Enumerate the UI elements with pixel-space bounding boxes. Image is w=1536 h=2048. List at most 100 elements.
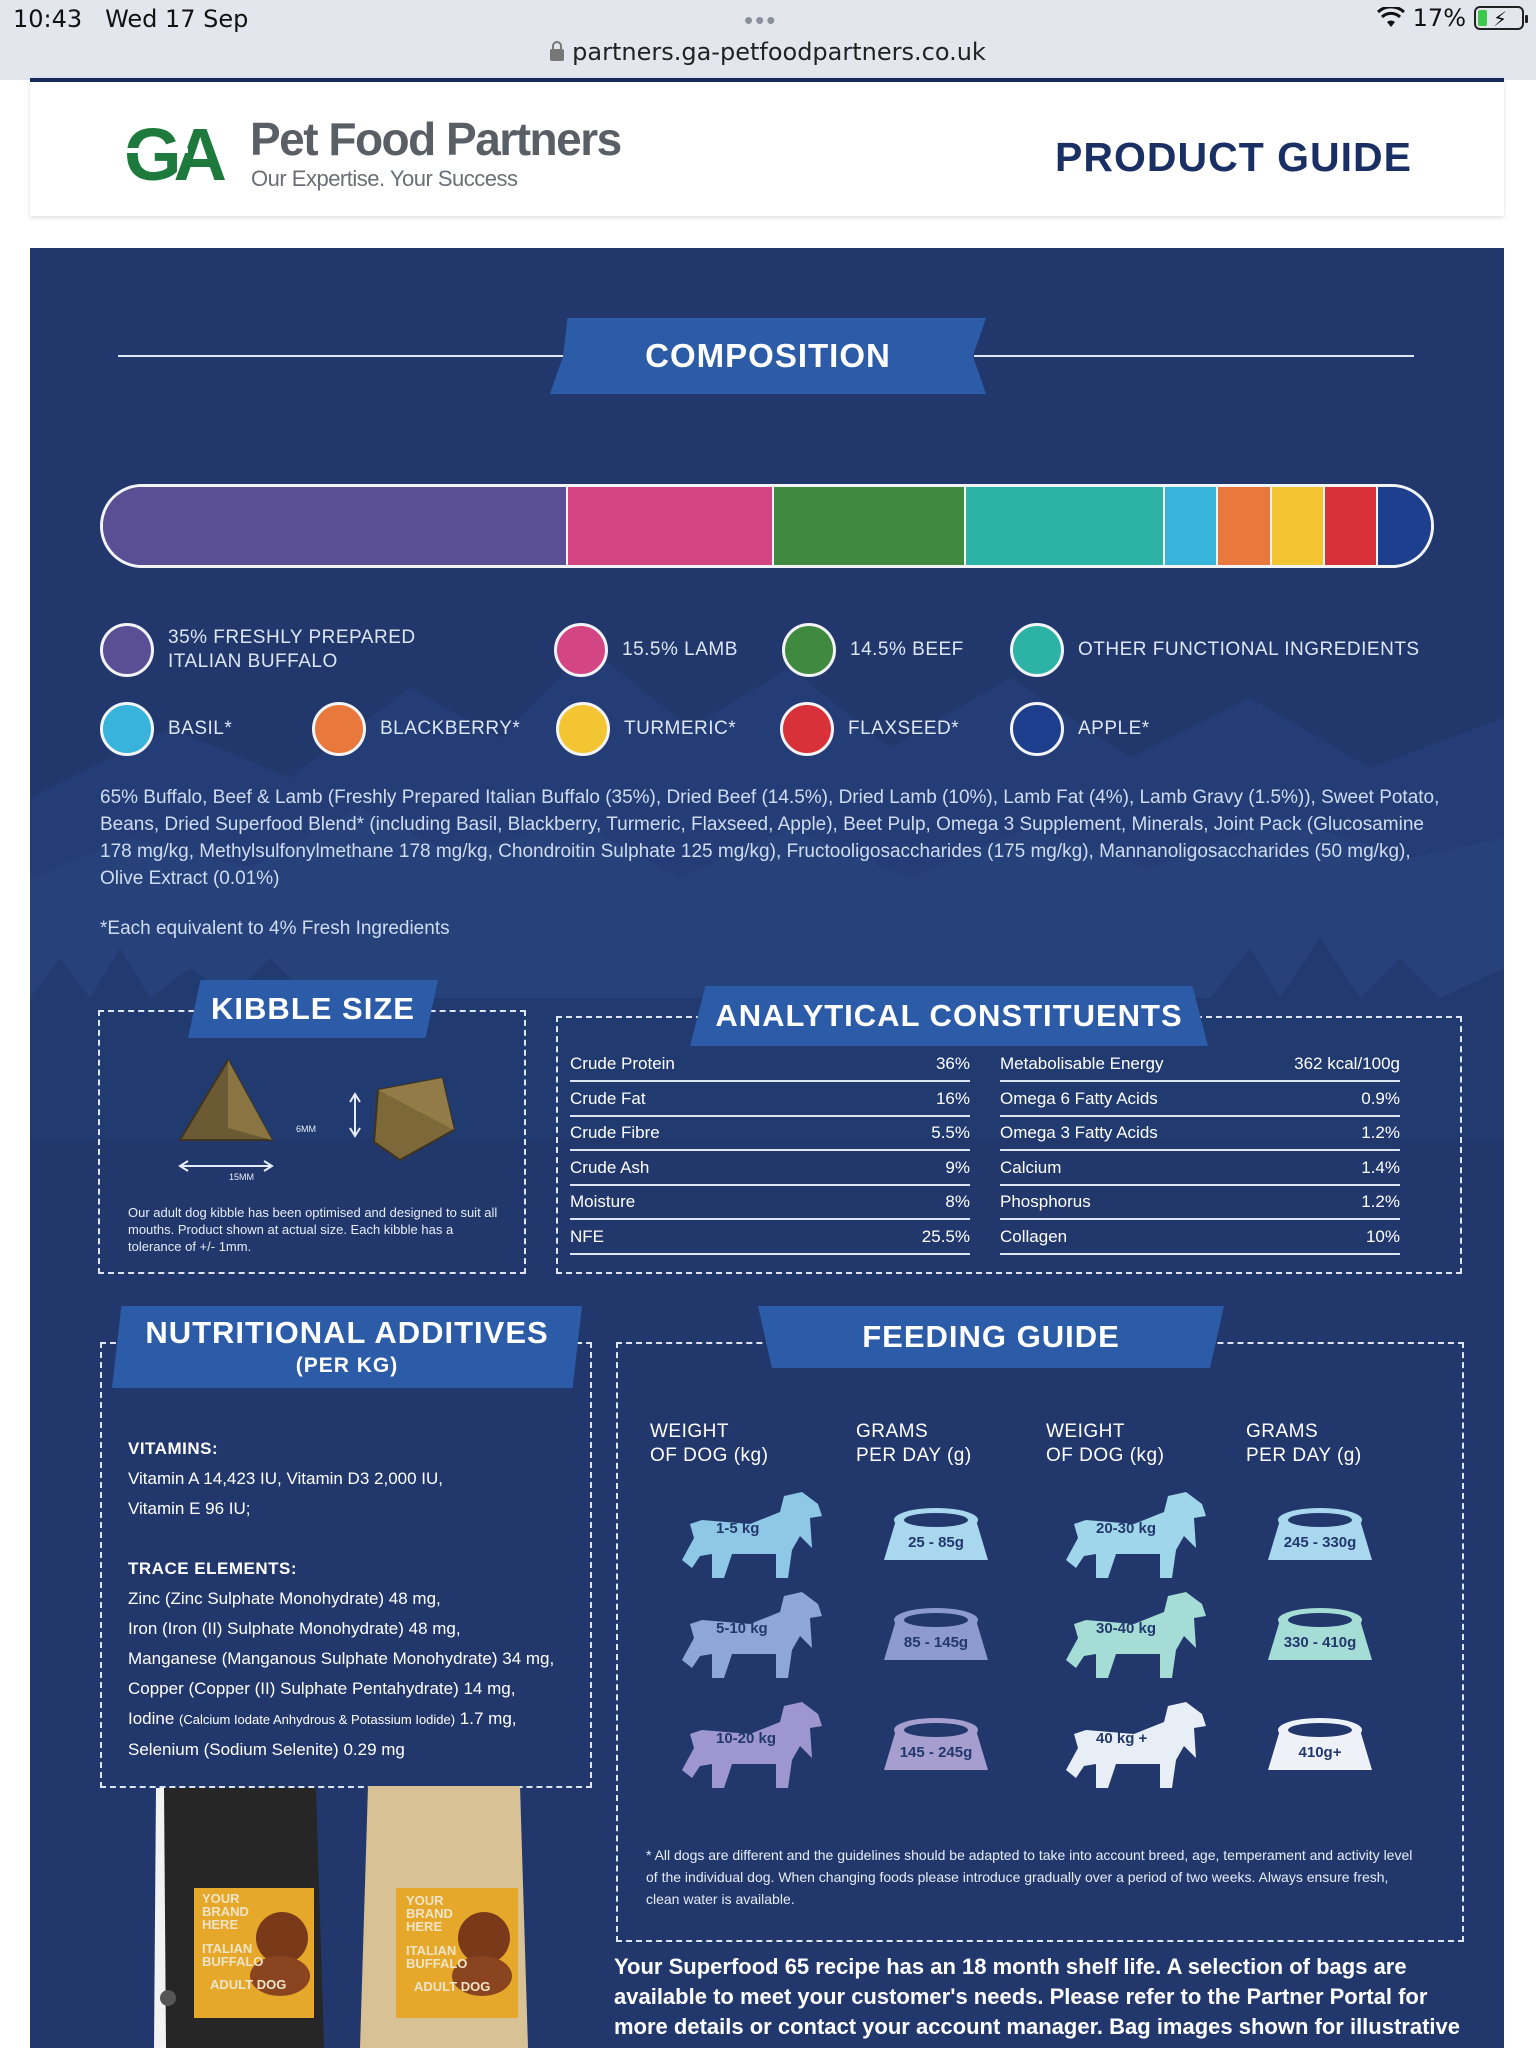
dog-weight-label: 10-20 kg bbox=[716, 1730, 777, 1747]
legend-swatch bbox=[1010, 623, 1064, 677]
constituent-value: 10% bbox=[1365, 1227, 1400, 1246]
status-date: Wed 17 Sep bbox=[105, 5, 249, 33]
legend-swatch bbox=[554, 623, 608, 677]
dog-weight-label: 5-10 kg bbox=[716, 1620, 768, 1637]
logo-tagline: Our Expertise. Your Success bbox=[251, 166, 518, 191]
additives-subtitle: (PER KG) bbox=[295, 1354, 399, 1377]
constituent-name: Calcium bbox=[1000, 1157, 1062, 1177]
battery-charging-icon: ⚡ bbox=[1474, 6, 1528, 31]
constituent-row: Phosphorus 1.2% bbox=[1000, 1186, 1400, 1221]
feeding-col-weight: WEIGHT OF DOG (kg) bbox=[1046, 1421, 1165, 1466]
feeding-col-grams: GRAMS PER DAY (g) bbox=[856, 1421, 972, 1466]
constituent-row: Crude Fibre 5.5% bbox=[570, 1117, 970, 1152]
trace-line-iodine: Iodine (Calcium Iodate Anhydrous & Potas… bbox=[128, 1709, 517, 1728]
address-bar[interactable]: partners.ga-petfoodpartners.co.uk bbox=[0, 38, 1536, 66]
kibble-illustration bbox=[178, 1057, 456, 1172]
constituent-value: 5.5% bbox=[931, 1123, 970, 1143]
dog-weight-label: 30-40 kg bbox=[1096, 1620, 1157, 1637]
status-time: 10:43 Wed 17 Sep bbox=[13, 5, 249, 33]
constituent-name: Omega 6 Fatty Acids bbox=[1000, 1088, 1158, 1108]
dog-icon bbox=[682, 1492, 822, 1578]
composition-segment bbox=[1377, 487, 1431, 565]
legend-flaxseed: FLAXSEED* bbox=[780, 702, 959, 756]
kibble-width-label: 15MM bbox=[226, 1172, 258, 1182]
constituent-name: Omega 3 Fatty Acids bbox=[1000, 1123, 1158, 1143]
legend-apple: APPLE* bbox=[1010, 702, 1150, 756]
constituent-row: Omega 3 Fatty Acids 1.2% bbox=[1000, 1117, 1400, 1152]
additives-text: VITAMINS: Vitamin A 14,423 IU, Vitamin D… bbox=[128, 1434, 558, 1765]
kibble-height-label: 6MM bbox=[296, 1124, 316, 1134]
constituent-value: 9% bbox=[945, 1157, 970, 1177]
legend-swatch bbox=[1010, 702, 1064, 756]
constituent-name: Crude Fibre bbox=[570, 1123, 660, 1143]
constituent-row: Calcium 1.4% bbox=[1000, 1152, 1400, 1186]
constituent-name: Phosphorus bbox=[1000, 1192, 1091, 1212]
constituent-name: Collagen bbox=[1000, 1227, 1068, 1246]
legend-swatch bbox=[556, 702, 610, 756]
constituent-name: Metabolisable Energy bbox=[1000, 1054, 1164, 1073]
legend-buffalo: 35% FRESHLY PREPARED ITALIAN BUFFALO bbox=[100, 623, 416, 677]
constituent-name: Crude Ash bbox=[570, 1157, 650, 1177]
constituent-row: NFE 25.5% bbox=[570, 1221, 970, 1255]
trace-heading: TRACE ELEMENTS: bbox=[128, 1559, 297, 1578]
vitamins-line: Vitamin A 14,423 IU, Vitamin D3 2,000 IU… bbox=[128, 1469, 443, 1488]
constituent-value: 1.4% bbox=[1361, 1157, 1400, 1177]
dog-weight-label: 40 kg + bbox=[1096, 1730, 1148, 1747]
logo-title: Pet Food Partners bbox=[250, 113, 622, 165]
url-text: partners.ga-petfoodpartners.co.uk bbox=[572, 38, 986, 66]
food-bowl-icon bbox=[1268, 1608, 1372, 1660]
product-guide-poster: COMPOSITION 35% FRESHLY PREPARED ITALIAN … bbox=[30, 248, 1504, 2048]
dog-icon bbox=[682, 1702, 822, 1788]
constituent-name: Crude Protein bbox=[570, 1054, 675, 1073]
composition-segment bbox=[1324, 487, 1378, 565]
grams-per-day-label: 410g+ bbox=[1298, 1744, 1342, 1761]
food-bowl-icon bbox=[884, 1508, 988, 1560]
bag-brand-text: YOUR BRAND HERE bbox=[406, 1893, 453, 1934]
grams-per-day-label: 145 - 245g bbox=[899, 1744, 973, 1761]
constituent-row: Metabolisable Energy 362 kcal/100g bbox=[1000, 1048, 1400, 1082]
feeding-note: * All dogs are different and the guideli… bbox=[646, 1847, 1413, 1907]
dog-icon bbox=[1066, 1702, 1206, 1788]
constituent-name: NFE bbox=[570, 1227, 604, 1246]
page-header: GA Pet Food Partners Our Expertise. Your… bbox=[30, 78, 1504, 216]
ingredients-list: 65% Buffalo, Beef & Lamb (Freshly Prepar… bbox=[100, 787, 1440, 889]
constituent-value: 16% bbox=[935, 1088, 970, 1108]
battery-percent: 17% bbox=[1412, 4, 1466, 32]
composition-rule-right bbox=[974, 355, 1414, 357]
food-bowl-icon bbox=[1268, 1508, 1372, 1560]
composition-segment bbox=[1165, 487, 1219, 565]
dog-weight-label: 20-30 kg bbox=[1096, 1520, 1157, 1537]
dog-icon bbox=[682, 1592, 822, 1678]
legend-blackberry: BLACKBERRY* bbox=[312, 702, 520, 756]
lock-icon bbox=[550, 41, 565, 61]
ingredients-footnote: *Each equivalent to 4% Fresh Ingredients bbox=[100, 918, 450, 939]
legend-other-functional: OTHER FUNCTIONAL INGREDIENTS bbox=[1010, 623, 1420, 677]
kibble-size-banner: KIBBLE SIZE bbox=[188, 980, 438, 1038]
composition-segment bbox=[966, 487, 1166, 565]
constituent-value: 36% bbox=[935, 1054, 970, 1073]
feeding-col-weight: WEIGHT OF DOG (kg) bbox=[650, 1421, 769, 1466]
legend-swatch bbox=[100, 702, 154, 756]
constituent-row: Crude Fat 16% bbox=[570, 1083, 970, 1117]
composition-bar bbox=[100, 484, 1434, 568]
composition-segment bbox=[1218, 487, 1272, 565]
feeding-col-grams: GRAMS PER DAY (g) bbox=[1246, 1421, 1362, 1466]
legend-beef: 14.5% BEEF bbox=[782, 623, 964, 677]
constituent-name: Moisture bbox=[570, 1192, 636, 1212]
bag-brand-text: YOUR BRAND HERE bbox=[202, 1891, 249, 1932]
vitamins-heading: VITAMINS: bbox=[128, 1439, 219, 1458]
trace-line: Iron (Iron (II) Sulphate Monohydrate) 48… bbox=[128, 1619, 461, 1638]
constituent-row: Collagen 10% bbox=[1000, 1221, 1400, 1255]
wifi-icon bbox=[1376, 7, 1405, 27]
browser-status-bar: 10:43 Wed 17 Sep ••• 17% ⚡ partners.ga-p… bbox=[0, 0, 1536, 80]
trace-line: Selenium (Sodium Selenite) 0.29 mg bbox=[128, 1740, 405, 1759]
more-options-icon[interactable]: ••• bbox=[744, 5, 778, 35]
feeding-guide-banner: FEEDING GUIDE bbox=[758, 1306, 1224, 1368]
dog-icon bbox=[1066, 1592, 1206, 1678]
legend-basil: BASIL* bbox=[100, 702, 232, 756]
constituent-value: 8% bbox=[945, 1192, 970, 1212]
dog-icon bbox=[1066, 1492, 1206, 1578]
constituent-row: Moisture 8% bbox=[570, 1186, 970, 1221]
kraft-bag-image bbox=[360, 1786, 528, 2048]
vitamins-line: Vitamin E 96 IU; bbox=[128, 1499, 251, 1518]
